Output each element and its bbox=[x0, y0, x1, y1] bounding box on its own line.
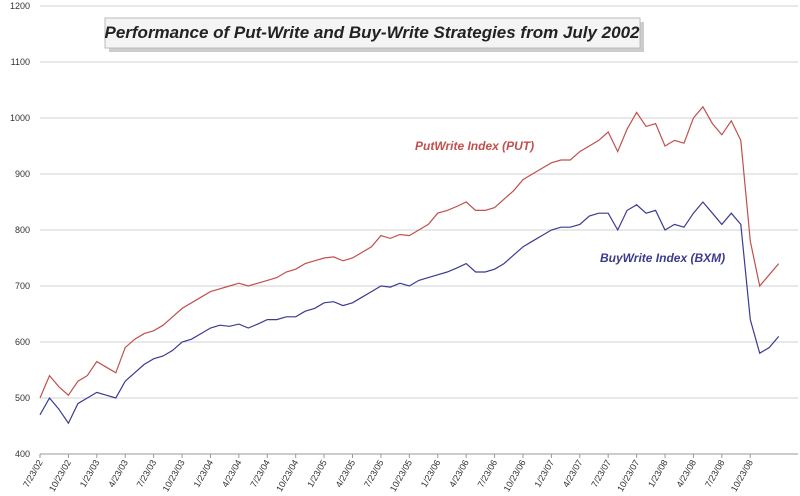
y-tick-label: 500 bbox=[15, 393, 30, 403]
x-tick-label: 7/23/07 bbox=[589, 458, 613, 489]
y-tick-label: 700 bbox=[15, 281, 30, 291]
x-tick-label: 1/23/05 bbox=[305, 458, 329, 489]
title-box bbox=[104, 17, 641, 49]
x-tick-label: 1/23/04 bbox=[192, 458, 216, 489]
x-tick-label: 10/23/07 bbox=[615, 458, 641, 493]
x-tick-label: 10/23/08 bbox=[729, 458, 755, 493]
x-tick-label: 7/23/06 bbox=[476, 458, 500, 489]
x-tick-label: 10/23/04 bbox=[274, 458, 300, 493]
y-tick-label: 600 bbox=[15, 337, 30, 347]
x-tick-label: 4/23/04 bbox=[220, 458, 244, 489]
series-line bbox=[39, 105, 780, 399]
y-tick-label: 400 bbox=[15, 449, 30, 459]
y-tick-label: 1100 bbox=[11, 57, 30, 67]
x-tick-label: 7/23/08 bbox=[703, 458, 727, 489]
series-annotation: BuyWrite Index (BXM) bbox=[600, 251, 725, 265]
x-tick-label: 4/23/08 bbox=[674, 458, 698, 489]
x-tick-label: 7/23/03 bbox=[135, 458, 159, 489]
y-tick-label: 1000 bbox=[10, 113, 30, 123]
x-tick-label: 1/23/07 bbox=[532, 458, 556, 489]
y-tick-label: 900 bbox=[15, 169, 30, 179]
x-tick-label: 10/23/03 bbox=[161, 458, 187, 493]
x-tick-label: 1/23/03 bbox=[78, 458, 102, 489]
x-tick-label: 1/23/06 bbox=[419, 458, 443, 489]
x-tick-label: 4/23/03 bbox=[106, 458, 130, 489]
x-tick-label: 7/23/02 bbox=[21, 458, 45, 489]
x-tick-label: 4/23/05 bbox=[334, 458, 358, 489]
series-line bbox=[39, 201, 780, 425]
x-tick-label: 10/23/05 bbox=[388, 458, 414, 493]
y-tick-label: 800 bbox=[15, 225, 30, 235]
x-tick-label: 7/23/05 bbox=[362, 458, 386, 489]
x-tick-label: 1/23/08 bbox=[646, 458, 670, 489]
x-tick-label: 10/23/02 bbox=[47, 458, 73, 493]
x-tick-label: 4/23/06 bbox=[447, 458, 471, 489]
chart-title: Performance of Put-Write and Buy-Write S… bbox=[104, 23, 640, 42]
y-tick-label: 1200 bbox=[10, 1, 30, 11]
series-annotation: PutWrite Index (PUT) bbox=[415, 139, 534, 153]
x-tick-label: 10/23/06 bbox=[502, 458, 528, 493]
x-tick-label: 7/23/04 bbox=[248, 458, 272, 489]
x-tick-label: 4/23/07 bbox=[561, 458, 585, 489]
